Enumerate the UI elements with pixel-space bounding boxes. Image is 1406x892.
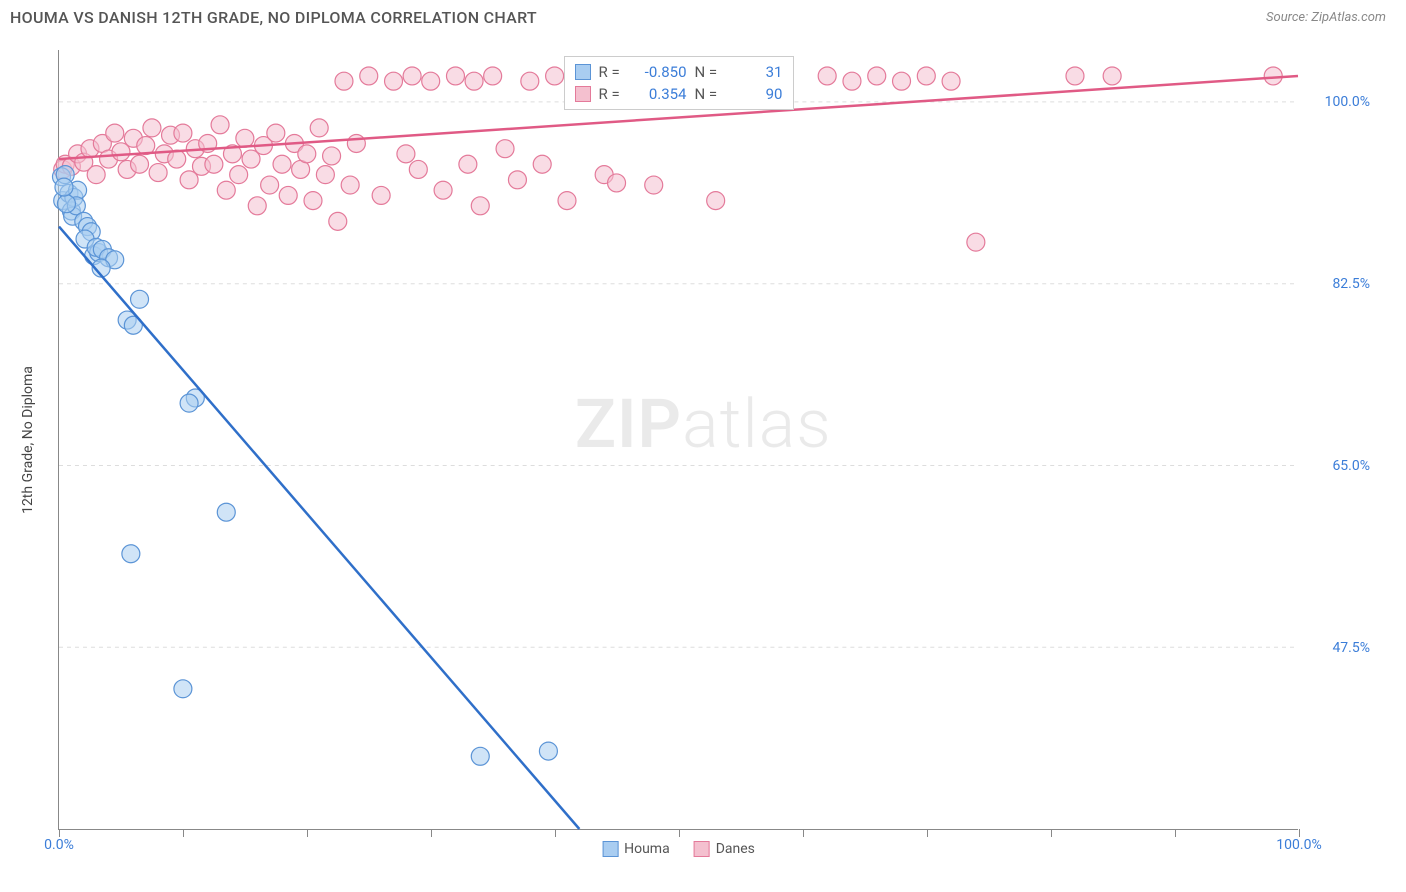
swatch-danes (575, 86, 591, 102)
legend-bottom: Houma Danes (602, 841, 755, 857)
legend-label-houma: Houma (624, 841, 670, 857)
y-axis-label: 12th Grade, No Diploma (20, 366, 36, 514)
houma-r-value: -0.850 (635, 63, 687, 81)
legend-label-danes: Danes (716, 841, 755, 857)
source-label: Source: ZipAtlas.com (1266, 10, 1386, 25)
x-tick-label: 100.0% (1276, 837, 1321, 853)
y-tick-label: 82.5% (1332, 276, 1370, 292)
chart-plot-area: ZIPatlas 47.5%65.0%82.5%100.0% 0.0%100.0… (58, 50, 1298, 830)
legend-swatch-danes (694, 841, 710, 857)
y-tick-label: 100.0% (1325, 94, 1370, 110)
swatch-houma (575, 64, 591, 80)
stats-legend-box: R = -0.850 N = 31 R = 0.354 N = 90 (564, 56, 794, 110)
x-tick-label: 0.0% (44, 837, 74, 853)
legend-item-danes: Danes (694, 841, 755, 857)
danes-n-value: 90 (731, 85, 783, 103)
stats-row-danes: R = 0.354 N = 90 (575, 83, 783, 105)
houma-n-value: 31 (731, 63, 783, 81)
chart-title: HOUMA VS DANISH 12TH GRADE, NO DIPLOMA C… (10, 8, 537, 27)
danes-r-value: 0.354 (635, 85, 687, 103)
scatter-svg (59, 50, 1298, 829)
legend-item-houma: Houma (602, 841, 670, 857)
chart-header: HOUMA VS DANISH 12TH GRADE, NO DIPLOMA C… (0, 0, 1406, 35)
y-tick-label: 65.0% (1332, 458, 1370, 474)
stats-row-houma: R = -0.850 N = 31 (575, 61, 783, 83)
y-tick-label: 47.5% (1332, 640, 1370, 656)
legend-swatch-houma (602, 841, 618, 857)
